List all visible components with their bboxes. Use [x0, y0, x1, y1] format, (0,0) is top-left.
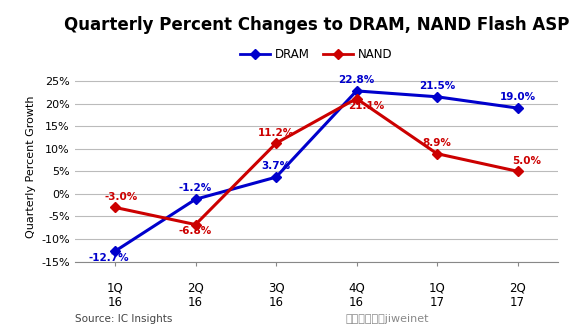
Text: 16: 16 — [349, 296, 364, 309]
Text: 1Q: 1Q — [428, 281, 446, 294]
Text: 21.5%: 21.5% — [419, 81, 455, 91]
Text: Source: IC Insights: Source: IC Insights — [75, 314, 172, 324]
Text: -12.7%: -12.7% — [88, 252, 129, 263]
Text: 17: 17 — [510, 296, 525, 309]
Text: -6.8%: -6.8% — [179, 226, 212, 236]
Text: 5.0%: 5.0% — [513, 156, 542, 166]
Line: DRAM: DRAM — [112, 87, 521, 255]
DRAM — [434, 95, 440, 99]
NAND — [273, 141, 279, 145]
Text: 1Q: 1Q — [106, 281, 124, 294]
NAND — [434, 152, 440, 156]
Text: 11.2%: 11.2% — [258, 128, 294, 138]
NAND — [192, 223, 199, 227]
DRAM — [112, 249, 118, 253]
Text: 16: 16 — [188, 296, 203, 309]
Text: 3.7%: 3.7% — [262, 161, 290, 171]
Text: -3.0%: -3.0% — [105, 192, 138, 202]
NAND — [353, 96, 360, 100]
Text: 21.1%: 21.1% — [348, 101, 384, 111]
DRAM — [273, 175, 279, 179]
Legend: DRAM, NAND: DRAM, NAND — [235, 44, 397, 66]
NAND — [112, 205, 118, 209]
Text: 4Q: 4Q — [348, 281, 365, 294]
Text: 2Q: 2Q — [509, 281, 526, 294]
Text: 17: 17 — [430, 296, 444, 309]
DRAM — [353, 89, 360, 93]
Text: -1.2%: -1.2% — [179, 183, 212, 193]
Text: 16: 16 — [269, 296, 283, 309]
Text: 16: 16 — [108, 296, 122, 309]
Title: Quarterly Percent Changes to DRAM, NAND Flash ASP: Quarterly Percent Changes to DRAM, NAND … — [64, 16, 569, 34]
Text: 19.0%: 19.0% — [500, 92, 535, 102]
Line: NAND: NAND — [112, 95, 521, 228]
DRAM — [514, 106, 521, 110]
NAND — [514, 169, 521, 173]
Text: 2Q: 2Q — [187, 281, 204, 294]
Text: 8.9%: 8.9% — [423, 138, 451, 148]
Text: 3Q: 3Q — [268, 281, 284, 294]
Y-axis label: Quarterly Percent Growth: Quarterly Percent Growth — [26, 95, 36, 238]
Text: 22.8%: 22.8% — [338, 75, 375, 85]
Text: 集微网微信：jiweinet: 集微网微信：jiweinet — [345, 314, 428, 324]
DRAM — [192, 197, 199, 201]
